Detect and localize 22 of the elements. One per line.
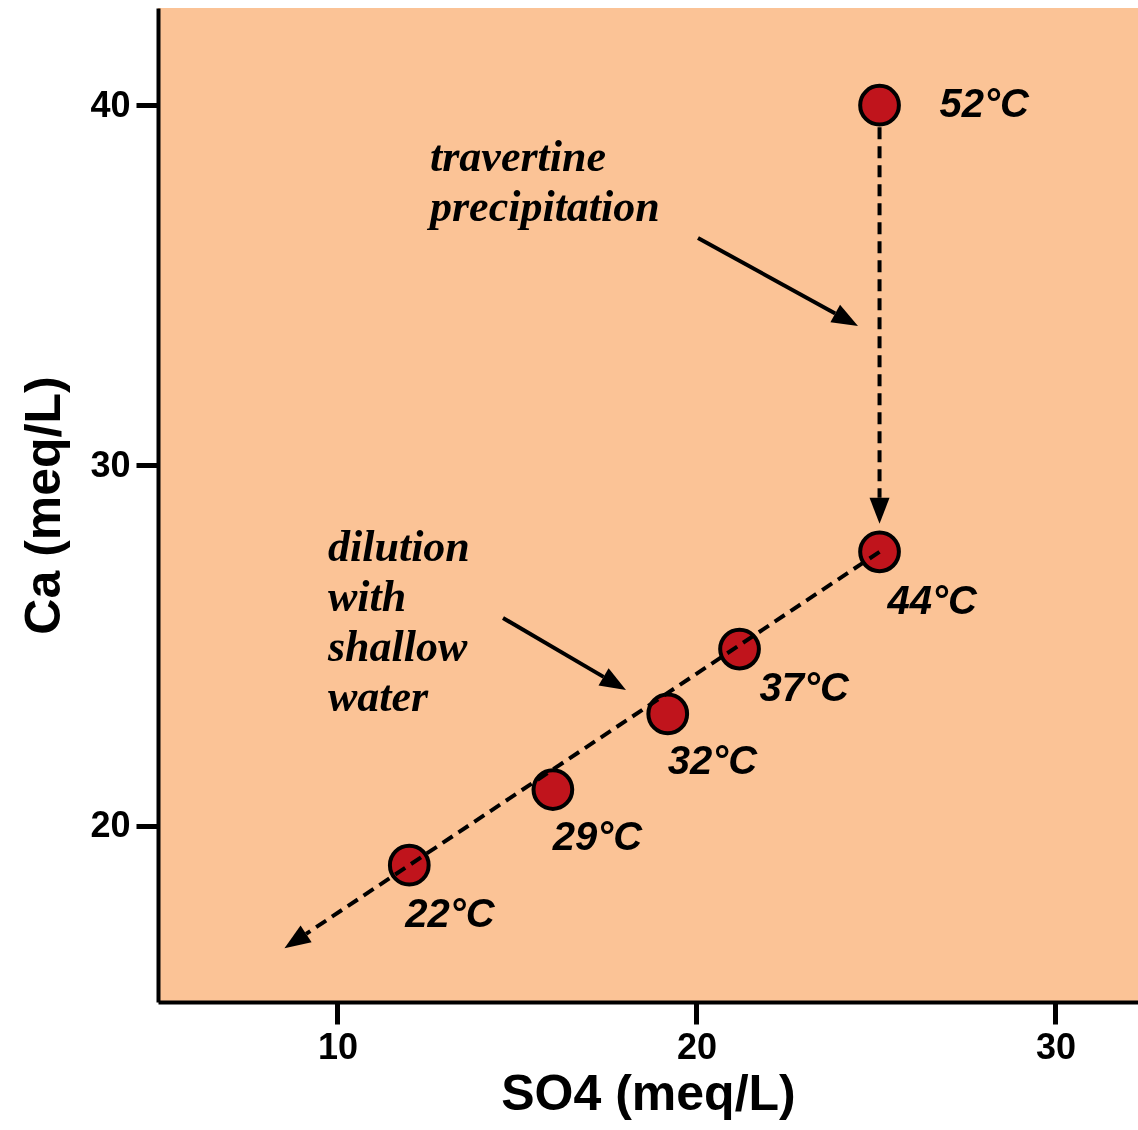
point	[858, 83, 901, 127]
point	[646, 692, 690, 736]
x-axis-title: SO4 (meq/L)	[501, 1064, 796, 1121]
annotation: 29°C	[551, 813, 644, 858]
annotation: 32°C	[667, 737, 759, 782]
y-axis-title: Ca (meq/L)	[15, 376, 72, 635]
x-tick-label: 20	[676, 1025, 717, 1067]
annotation: 22°C	[404, 891, 496, 936]
annotation: 52°C	[939, 81, 1031, 126]
annotation: 37°C	[759, 665, 851, 710]
x-tick-label: 10	[317, 1025, 359, 1067]
point	[718, 627, 761, 671]
x-tick-label: 30	[1035, 1025, 1076, 1067]
point	[531, 768, 575, 811]
point	[858, 530, 901, 574]
y-tick-label: 20	[90, 804, 131, 846]
y-tick-label: 30	[90, 443, 131, 485]
y-tick-label: 40	[90, 83, 131, 125]
point	[387, 843, 431, 887]
annotation: dilution with shallow water	[327, 522, 470, 721]
annotation: 44°C	[886, 577, 979, 622]
annotation: travertine precipitation	[426, 132, 660, 231]
